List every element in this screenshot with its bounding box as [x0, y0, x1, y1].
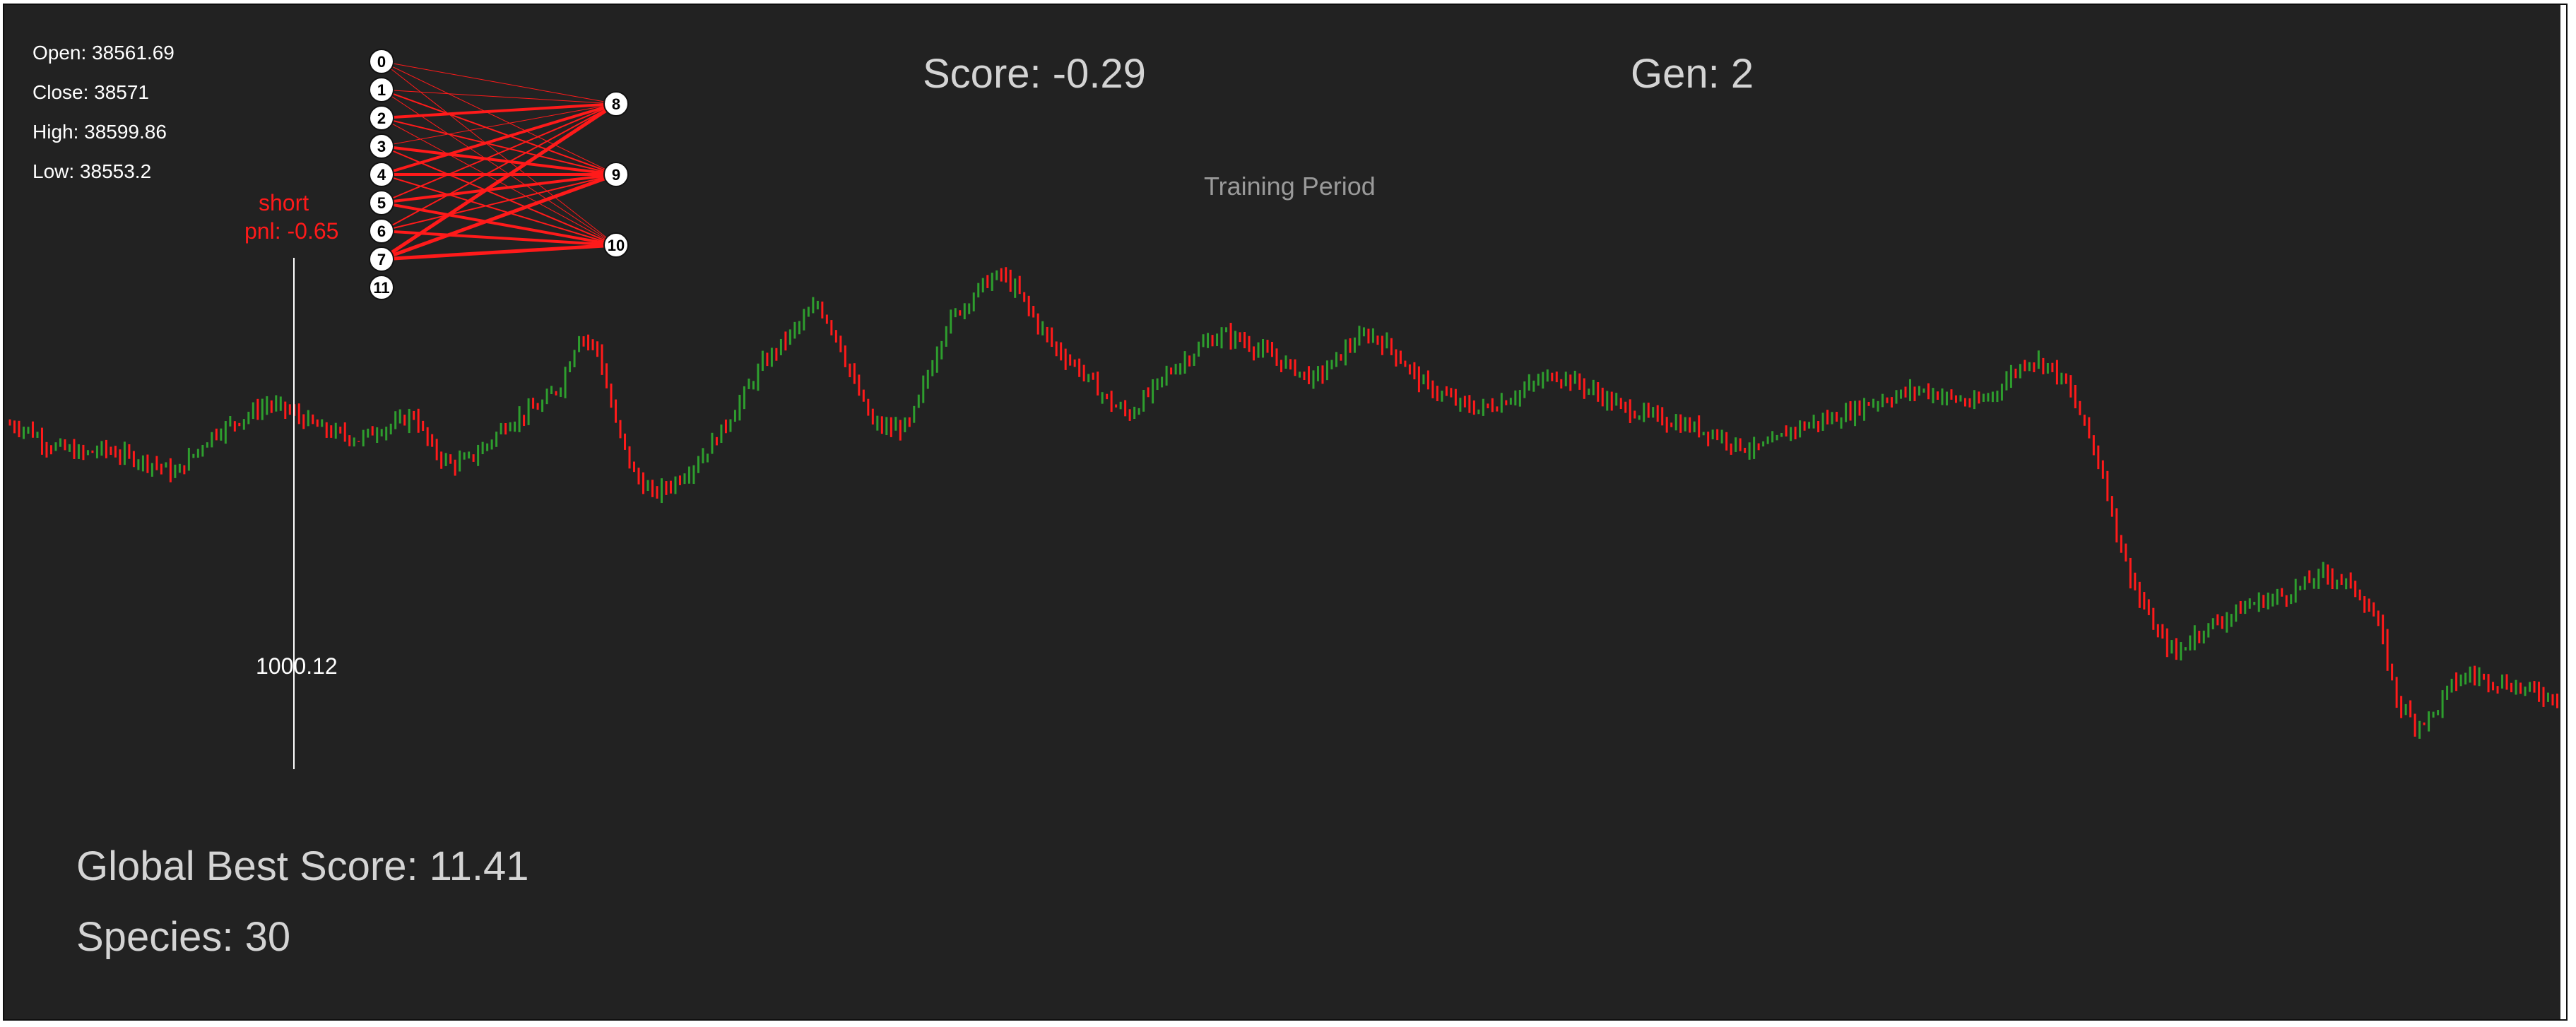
high-price: High: 38599.86: [33, 121, 167, 143]
network-node-circle: [369, 49, 394, 74]
network-connection: [381, 117, 617, 175]
price-chart: [8, 258, 2559, 769]
network-node: 11: [369, 275, 394, 300]
network-connection: [381, 174, 617, 232]
close-price: Close: 38571: [33, 81, 150, 103]
network-node-circle: [369, 190, 394, 215]
network-connection: [381, 61, 617, 105]
network-node: 3: [369, 133, 394, 159]
network-node-circle: [369, 133, 394, 159]
network-node: 8: [603, 91, 629, 117]
network-node-label: 11: [373, 279, 389, 297]
network-node-label: 9: [612, 166, 620, 184]
network-node-label: 10: [608, 237, 625, 254]
network-connection: [381, 103, 617, 232]
network-node-label: 8: [612, 95, 620, 113]
position-pnl: pnl: -0.65: [244, 218, 339, 244]
network-node: 6: [369, 218, 394, 244]
score-readout: Score: -0.29: [923, 51, 1146, 97]
network-connection: [381, 173, 617, 204]
scrollbar[interactable]: [2560, 5, 2566, 1019]
simulation-canvas: 0 1 2 3 4 5 6 7 11 8 9 10 Open: 38561.69 Close: 385…: [3, 4, 2568, 1021]
position-side: short: [259, 190, 309, 215]
network-node-circle: [369, 275, 394, 300]
balance-readout: 1000.12: [256, 653, 338, 679]
network-node-circle: [369, 162, 394, 187]
network-node-label: 5: [377, 194, 386, 212]
neural-network-graph: 0 1 2 3 4 5 6 7 11 8 9 10: [369, 49, 629, 300]
network-node-label: 6: [377, 222, 386, 240]
network-node-circle: [369, 218, 394, 244]
network-connection: [381, 102, 617, 176]
network-node-label: 0: [377, 53, 386, 71]
network-connection: [381, 89, 617, 175]
network-node: 10: [603, 232, 629, 258]
global-best-score: Global Best Score: 11.41: [76, 843, 529, 889]
network-node-label: 3: [377, 138, 386, 155]
low-price: Low: 38553.2: [33, 160, 152, 182]
species-count: Species: 30: [76, 914, 291, 960]
period-label: Training Period: [1204, 172, 1376, 201]
network-connection: [380, 102, 618, 261]
network-node: 2: [369, 105, 394, 131]
network-connection: [381, 145, 617, 176]
network-node-label: 1: [377, 81, 386, 99]
network-node: 5: [369, 190, 394, 215]
network-connection: [381, 61, 617, 175]
network-connections: [380, 61, 618, 261]
network-node-circle: [603, 162, 629, 187]
network-connection: [381, 103, 617, 203]
generation-readout: Gen: 2: [1631, 51, 1754, 97]
network-connection: [381, 243, 617, 261]
network-node: 7: [369, 247, 394, 272]
network-node: 9: [603, 162, 629, 187]
network-connection: [381, 89, 617, 105]
open-price: Open: 38561.69: [33, 42, 175, 64]
network-node-circle: [603, 232, 629, 258]
network-node-circle: [369, 247, 394, 272]
network-node: 4: [369, 162, 394, 187]
network-node-circle: [603, 91, 629, 117]
network-node-label: 2: [377, 109, 386, 127]
network-node-label: 4: [377, 166, 386, 184]
network-connection: [381, 103, 617, 147]
network-node-label: 7: [377, 251, 386, 268]
network-node: 1: [369, 77, 394, 102]
network-node-circle: [369, 77, 394, 102]
network-node: 0: [369, 49, 394, 74]
network-node-circle: [369, 105, 394, 131]
network-connection: [381, 172, 617, 261]
network-connection: [381, 102, 617, 119]
